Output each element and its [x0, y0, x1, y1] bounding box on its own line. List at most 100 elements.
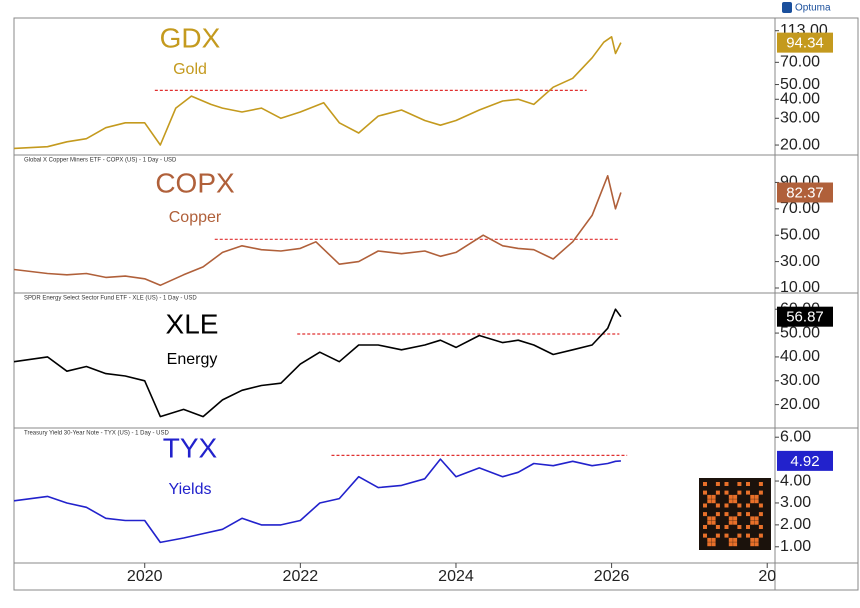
- x-tick-label: 2024: [438, 568, 474, 585]
- qr-cell: [750, 537, 755, 542]
- qr-cell: [758, 525, 763, 529]
- qr-cell: [758, 482, 763, 486]
- y-tick-label: 10.00: [780, 279, 820, 296]
- qr-cell: [703, 482, 707, 486]
- last-value-box: [777, 182, 833, 203]
- qr-cell: [715, 482, 720, 486]
- qr-cell: [724, 525, 729, 529]
- y-tick-label: 4.00: [780, 472, 811, 489]
- qr-cell: [746, 490, 750, 495]
- ticker-title: TYX: [163, 432, 218, 463]
- qr-cell: [711, 542, 716, 547]
- last-value-box: [777, 306, 833, 327]
- qr-cell: [707, 516, 712, 521]
- last-value-box: [777, 450, 833, 471]
- qr-cell: [728, 494, 733, 499]
- last-value-label: 4.92: [790, 453, 819, 470]
- qr-cell: [746, 482, 750, 486]
- qr-cell: [733, 499, 738, 504]
- qr-cell: [733, 537, 738, 542]
- y-tick-label: 20.00: [780, 396, 820, 413]
- qr-cell: [715, 512, 720, 517]
- y-tick-label: 40.00: [780, 348, 820, 365]
- qr-cell: [754, 516, 759, 521]
- qr-cell: [758, 533, 763, 538]
- qr-cell: [737, 490, 742, 495]
- ticker-title: COPX: [155, 167, 235, 198]
- x-tick-label: 2022: [283, 568, 319, 585]
- qr-cell: [703, 525, 707, 529]
- y-tick-label: 6.00: [780, 428, 811, 445]
- qr-cell: [733, 516, 738, 521]
- qr-cell: [715, 490, 720, 495]
- logo-icon: [782, 2, 792, 13]
- qr-cell: [703, 512, 707, 517]
- ticker-title: XLE: [166, 308, 219, 339]
- last-value-label: 82.37: [786, 184, 824, 201]
- y-tick-label: 20.00: [780, 136, 820, 153]
- qr-cell: [711, 494, 716, 499]
- y-tick-label: 50.00: [780, 226, 820, 243]
- qr-cell: [711, 520, 716, 525]
- qr-cell: [715, 503, 720, 508]
- qr-cell: [737, 482, 742, 486]
- qr-cell: [737, 503, 742, 508]
- y-tick-label: 70.00: [780, 54, 820, 71]
- qr-cell: [754, 499, 759, 504]
- y-tick-label: 50.00: [780, 76, 820, 93]
- qr-cell: [728, 542, 733, 547]
- qr-cell: [746, 503, 750, 508]
- x-tick-label: 2026: [594, 568, 630, 585]
- qr-cell: [707, 494, 712, 499]
- y-tick-label: 30.00: [780, 253, 820, 270]
- qr-cell: [707, 537, 712, 542]
- qr-cell: [737, 525, 742, 529]
- qr-cell: [733, 494, 738, 499]
- panel-header: SPDR Energy Select Sector Fund ETF - XLE…: [24, 296, 197, 302]
- qr-cell: [707, 499, 712, 504]
- qr-cell: [703, 503, 707, 508]
- qr-cell: [728, 499, 733, 504]
- qr-cell: [746, 512, 750, 517]
- ticker-subtitle: Gold: [173, 61, 207, 78]
- price-line: [14, 458, 621, 544]
- ticker-subtitle: Copper: [169, 209, 222, 226]
- panel-header: Global X Copper Miners ETF - COPX (US) -…: [24, 158, 177, 164]
- x-tick-label: 2020: [127, 568, 163, 585]
- qr-cell: [758, 503, 763, 508]
- qr-cell: [728, 520, 733, 525]
- qr-code: [699, 478, 771, 550]
- last-value-label: 94.34: [786, 35, 824, 52]
- ticker-subtitle: Energy: [167, 351, 218, 368]
- y-tick-label: 2.00: [780, 516, 811, 533]
- y-tick-label: 3.00: [780, 494, 811, 511]
- y-tick-label: 50.00: [780, 324, 820, 341]
- qr-cell: [750, 499, 755, 504]
- y-tick-label: 1.00: [780, 538, 811, 555]
- x-tick-label: 20: [758, 568, 776, 585]
- y-tick-label: 70.00: [780, 200, 820, 217]
- qr-cell: [758, 490, 763, 495]
- qr-cell: [724, 490, 729, 495]
- qr-cell: [728, 516, 733, 521]
- qr-cell: [737, 512, 742, 517]
- qr-cell: [711, 537, 716, 542]
- qr-cell: [750, 516, 755, 521]
- qr-cell: [728, 537, 733, 542]
- ticker-subtitle: Yields: [169, 481, 212, 498]
- price-line: [14, 308, 622, 418]
- qr-cell: [711, 516, 716, 521]
- last-value-box: [777, 32, 833, 53]
- qr-cell: [715, 525, 720, 529]
- qr-cell: [703, 533, 707, 538]
- qr-cell: [750, 494, 755, 499]
- qr-cell: [724, 503, 729, 508]
- qr-cell: [711, 499, 716, 504]
- price-line: [14, 36, 622, 150]
- qr-cell: [724, 482, 729, 486]
- qr-cell: [715, 533, 720, 538]
- price-line: [14, 175, 622, 287]
- qr-cell: [754, 537, 759, 542]
- ticker-title: GDX: [160, 22, 221, 53]
